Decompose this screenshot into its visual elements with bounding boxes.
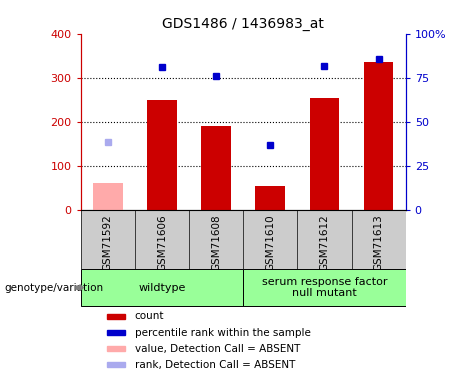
Text: value, Detection Call = ABSENT: value, Detection Call = ABSENT <box>135 344 300 354</box>
Bar <box>93 183 123 210</box>
Bar <box>201 126 231 210</box>
Bar <box>364 62 394 210</box>
Bar <box>81 210 135 268</box>
Text: GSM71608: GSM71608 <box>211 214 221 271</box>
Bar <box>297 210 352 268</box>
Bar <box>309 99 339 210</box>
Text: count: count <box>135 311 164 321</box>
Text: percentile rank within the sample: percentile rank within the sample <box>135 327 311 338</box>
Text: GSM71606: GSM71606 <box>157 214 167 271</box>
Bar <box>255 186 285 210</box>
Bar <box>147 100 177 210</box>
Bar <box>189 210 243 268</box>
Bar <box>106 346 125 351</box>
Bar <box>106 314 125 319</box>
Bar <box>243 210 297 268</box>
Bar <box>106 330 125 335</box>
Text: genotype/variation: genotype/variation <box>5 283 104 292</box>
Bar <box>243 269 406 306</box>
Bar <box>106 362 125 368</box>
Bar <box>81 269 243 306</box>
Text: GSM71610: GSM71610 <box>265 214 275 271</box>
Text: wildtype: wildtype <box>138 283 186 292</box>
Title: GDS1486 / 1436983_at: GDS1486 / 1436983_at <box>162 17 324 32</box>
Text: rank, Detection Call = ABSENT: rank, Detection Call = ABSENT <box>135 360 295 370</box>
Bar <box>352 210 406 268</box>
Text: GSM71613: GSM71613 <box>373 214 384 271</box>
Text: GSM71612: GSM71612 <box>319 214 330 271</box>
Bar <box>135 210 189 268</box>
Text: serum response factor
null mutant: serum response factor null mutant <box>262 277 387 298</box>
Text: GSM71592: GSM71592 <box>103 214 113 271</box>
